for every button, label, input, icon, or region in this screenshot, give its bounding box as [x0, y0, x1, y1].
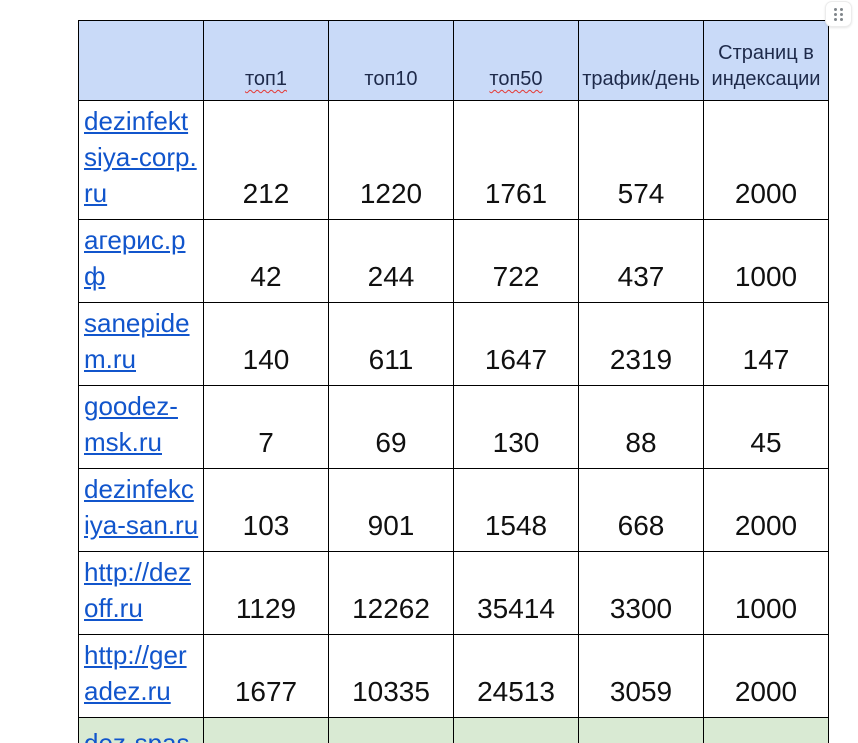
cell-top1[interactable]: 212 — [203, 100, 329, 220]
domain-link[interactable]: dez-spasatel.ru — [84, 728, 190, 743]
table-row: http://geradez.ru 1677 10335 24513 3059 … — [78, 634, 829, 718]
domain-cell: sanepidem.ru — [78, 302, 204, 386]
domain-link[interactable]: dezinfektsiya-corp.ru — [84, 106, 197, 208]
cell-traffic-per-day[interactable]: 668 — [578, 468, 704, 552]
cell-top10[interactable]: 1220 — [328, 100, 454, 220]
domain-cell: dezinfektsiya-corp.ru — [78, 100, 204, 220]
header-cell-domain[interactable] — [78, 20, 204, 101]
domain-link[interactable]: dezinfekciya-san.ru — [84, 474, 199, 540]
table-row: dezinfekciya-san.ru 103 901 1548 668 200… — [78, 468, 829, 552]
cell-top50[interactable]: 24513 — [453, 634, 579, 718]
cell-traffic-per-day[interactable]: 3300 — [578, 551, 704, 635]
header-cell-top50[interactable]: топ50 — [453, 20, 579, 101]
table-row: goodez-msk.ru 7 69 130 88 45 — [78, 385, 829, 469]
cell-pages-indexed[interactable]: 83 — [703, 717, 829, 743]
cell-top50[interactable]: 1548 — [453, 468, 579, 552]
cell-pages-indexed[interactable]: 1000 — [703, 219, 829, 303]
cell-traffic-per-day[interactable]: 574 — [578, 100, 704, 220]
domain-cell: dez-spasatel.ru — [78, 717, 204, 743]
header-label-top10: топ10 — [364, 68, 418, 90]
domain-link[interactable]: http://dezoff.ru — [84, 557, 191, 623]
cell-top10[interactable]: 611 — [328, 302, 454, 386]
table-row: dezinfektsiya-corp.ru 212 1220 1761 574 … — [78, 100, 829, 220]
six-dot-grid-icon — [834, 7, 843, 21]
cell-pages-indexed[interactable]: 1000 — [703, 551, 829, 635]
cell-pages-indexed[interactable]: 147 — [703, 302, 829, 386]
header-cell-top1[interactable]: топ1 — [203, 20, 329, 101]
cell-top50[interactable]: 1761 — [453, 100, 579, 220]
cell-pages-indexed[interactable]: 2000 — [703, 634, 829, 718]
cell-traffic-per-day[interactable]: 88 — [578, 385, 704, 469]
cell-top10[interactable]: 244 — [328, 219, 454, 303]
cell-top1[interactable]: 1129 — [203, 551, 329, 635]
domain-link[interactable]: http://geradez.ru — [84, 640, 187, 706]
cell-top10[interactable]: 69 — [328, 385, 454, 469]
cell-top50[interactable]: 2169 — [453, 717, 579, 743]
domain-cell: goodez-msk.ru — [78, 385, 204, 469]
domain-link[interactable]: sanepidem.ru — [84, 308, 190, 374]
cell-top50[interactable]: 35414 — [453, 551, 579, 635]
header-label-top50: топ50 — [489, 68, 543, 90]
domain-link[interactable]: агерис.рф — [84, 225, 186, 291]
cell-top1[interactable]: 140 — [203, 302, 329, 386]
seo-metrics-table: топ1 топ10 топ50 трафик/день Страниц в и… — [78, 20, 829, 743]
header-label-top1: топ1 — [244, 68, 287, 90]
cell-top50[interactable]: 722 — [453, 219, 579, 303]
domain-cell: http://dezoff.ru — [78, 551, 204, 635]
cell-top10[interactable]: 901 — [328, 468, 454, 552]
cell-top1[interactable]: 7 — [203, 385, 329, 469]
header-label-pages-indexed: Страниц в индексации — [711, 42, 821, 90]
drag-handle-icon[interactable] — [825, 1, 852, 27]
cell-traffic-per-day[interactable]: 3059 — [578, 634, 704, 718]
header-cell-top10[interactable]: топ10 — [328, 20, 454, 101]
cell-top50[interactable]: 1647 — [453, 302, 579, 386]
table-row: http://dezoff.ru 1129 12262 35414 3300 1… — [78, 551, 829, 635]
domain-cell: агерис.рф — [78, 219, 204, 303]
cell-traffic-per-day[interactable]: 92 — [578, 717, 704, 743]
domain-link[interactable]: goodez-msk.ru — [84, 391, 178, 457]
domain-cell: dezinfekciya-san.ru — [78, 468, 204, 552]
header-cell-traffic-per-day[interactable]: трафик/день — [578, 20, 704, 101]
table-row-highlighted: dez-spasatel.ru 50 281 2169 92 83 — [78, 717, 829, 743]
cell-top10[interactable]: 281 — [328, 717, 454, 743]
table-row: sanepidem.ru 140 611 1647 2319 147 — [78, 302, 829, 386]
cell-traffic-per-day[interactable]: 437 — [578, 219, 704, 303]
table-row: агерис.рф 42 244 722 437 1000 — [78, 219, 829, 303]
cell-pages-indexed[interactable]: 2000 — [703, 468, 829, 552]
header-cell-pages-indexed[interactable]: Страниц в индексации — [703, 20, 829, 101]
cell-top10[interactable]: 12262 — [328, 551, 454, 635]
header-row: топ1 топ10 топ50 трафик/день Страниц в и… — [78, 20, 829, 101]
cell-pages-indexed[interactable]: 45 — [703, 385, 829, 469]
cell-top1[interactable]: 103 — [203, 468, 329, 552]
cell-pages-indexed[interactable]: 2000 — [703, 100, 829, 220]
cell-top1[interactable]: 50 — [203, 717, 329, 743]
cell-top1[interactable]: 42 — [203, 219, 329, 303]
cell-top50[interactable]: 130 — [453, 385, 579, 469]
header-label-traffic-per-day: трафик/день — [582, 68, 700, 90]
cell-top1[interactable]: 1677 — [203, 634, 329, 718]
cell-traffic-per-day[interactable]: 2319 — [578, 302, 704, 386]
cell-top10[interactable]: 10335 — [328, 634, 454, 718]
domain-cell: http://geradez.ru — [78, 634, 204, 718]
